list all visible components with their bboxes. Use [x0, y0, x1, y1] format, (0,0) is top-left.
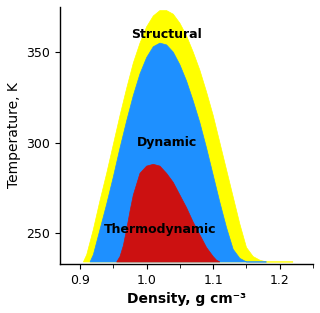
- Polygon shape: [90, 43, 267, 262]
- Text: Dynamic: Dynamic: [137, 136, 197, 149]
- Text: Structural: Structural: [131, 28, 202, 41]
- X-axis label: Density, g cm⁻³: Density, g cm⁻³: [127, 292, 246, 306]
- Y-axis label: Temperature, K: Temperature, K: [7, 82, 21, 188]
- Polygon shape: [84, 11, 293, 262]
- Text: Thermodynamic: Thermodynamic: [104, 223, 216, 236]
- Polygon shape: [117, 164, 220, 262]
